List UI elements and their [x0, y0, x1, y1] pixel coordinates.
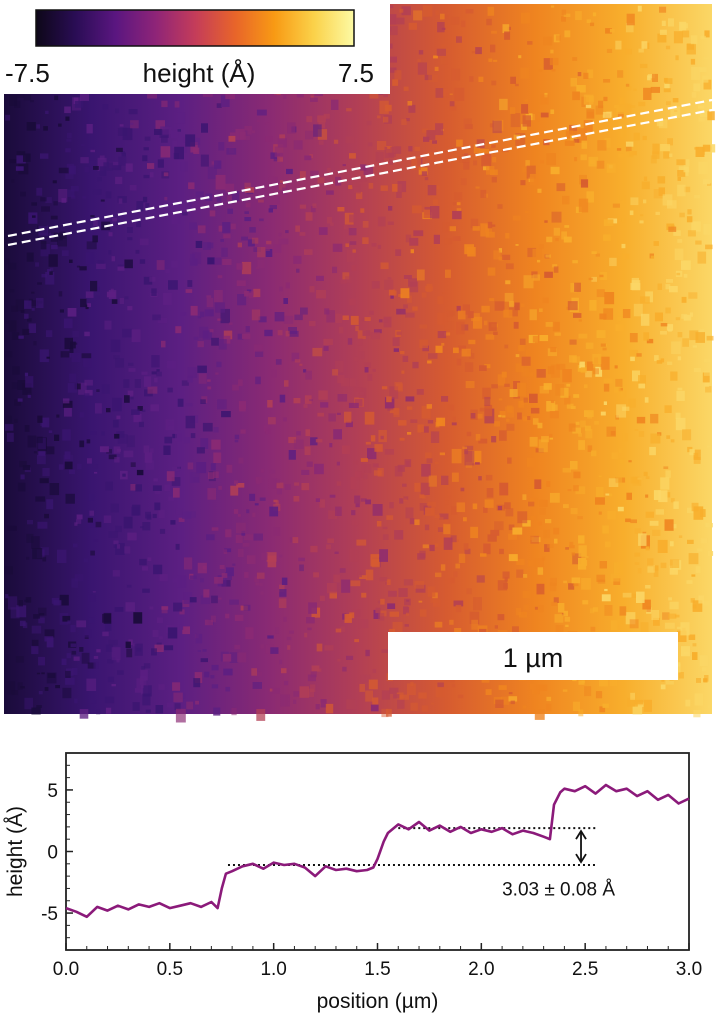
height-profile-chart: 0.0 0.5 1.0 1.5 2.0 2.5 3.0 -5 0 5 3.03 ± 0.08 Å… [4, 752, 702, 1013]
arrow-head-up [575, 829, 587, 840]
series-line-height-profile [65, 783, 690, 919]
colorbar: -7.5 height (Å) 7.5 [0, 0, 390, 94]
y-tick-label: 5 [47, 781, 58, 802]
y-axis-ticks: -5 0 5 [41, 764, 73, 939]
x-axis-ticks: 0.0 0.5 1.0 1.5 2.0 2.5 3.0 [53, 943, 702, 980]
x-tick-label: 2.0 [468, 959, 494, 980]
x-tick-label: 0.0 [53, 959, 79, 980]
reference-lines [227, 827, 596, 867]
step-height-arrow [575, 829, 587, 864]
x-tick-label: 3.0 [676, 959, 702, 980]
scale-bar [388, 632, 678, 680]
line-cut-lower [7, 108, 713, 247]
arrow-head-down [575, 853, 587, 864]
x-tick-label: 1.0 [260, 959, 286, 980]
colorbar-gradient [35, 9, 355, 47]
line-cut-markers [7, 98, 713, 247]
colorbar-max-label: 7.5 [338, 58, 374, 88]
scale-bar-label: 1 µm [503, 643, 564, 673]
x-tick-label: 1.5 [364, 959, 390, 980]
step-height-annotation: 3.03 ± 0.08 Å [502, 879, 615, 900]
plot-frame [65, 752, 690, 951]
x-tick-label: 2.5 [572, 959, 598, 980]
y-axis-label: height (Å) [4, 806, 27, 897]
x-tick-label: 0.5 [157, 959, 183, 980]
colorbar-title: height (Å) [143, 58, 256, 88]
x-axis-label: position (µm) [317, 990, 439, 1013]
colorbar-min-label: -7.5 [5, 58, 50, 88]
y-tick-label: 0 [47, 843, 58, 864]
line-cut-upper [7, 98, 713, 238]
height-map: 1 µm [4, 4, 716, 723]
y-tick-label: -5 [41, 904, 58, 925]
